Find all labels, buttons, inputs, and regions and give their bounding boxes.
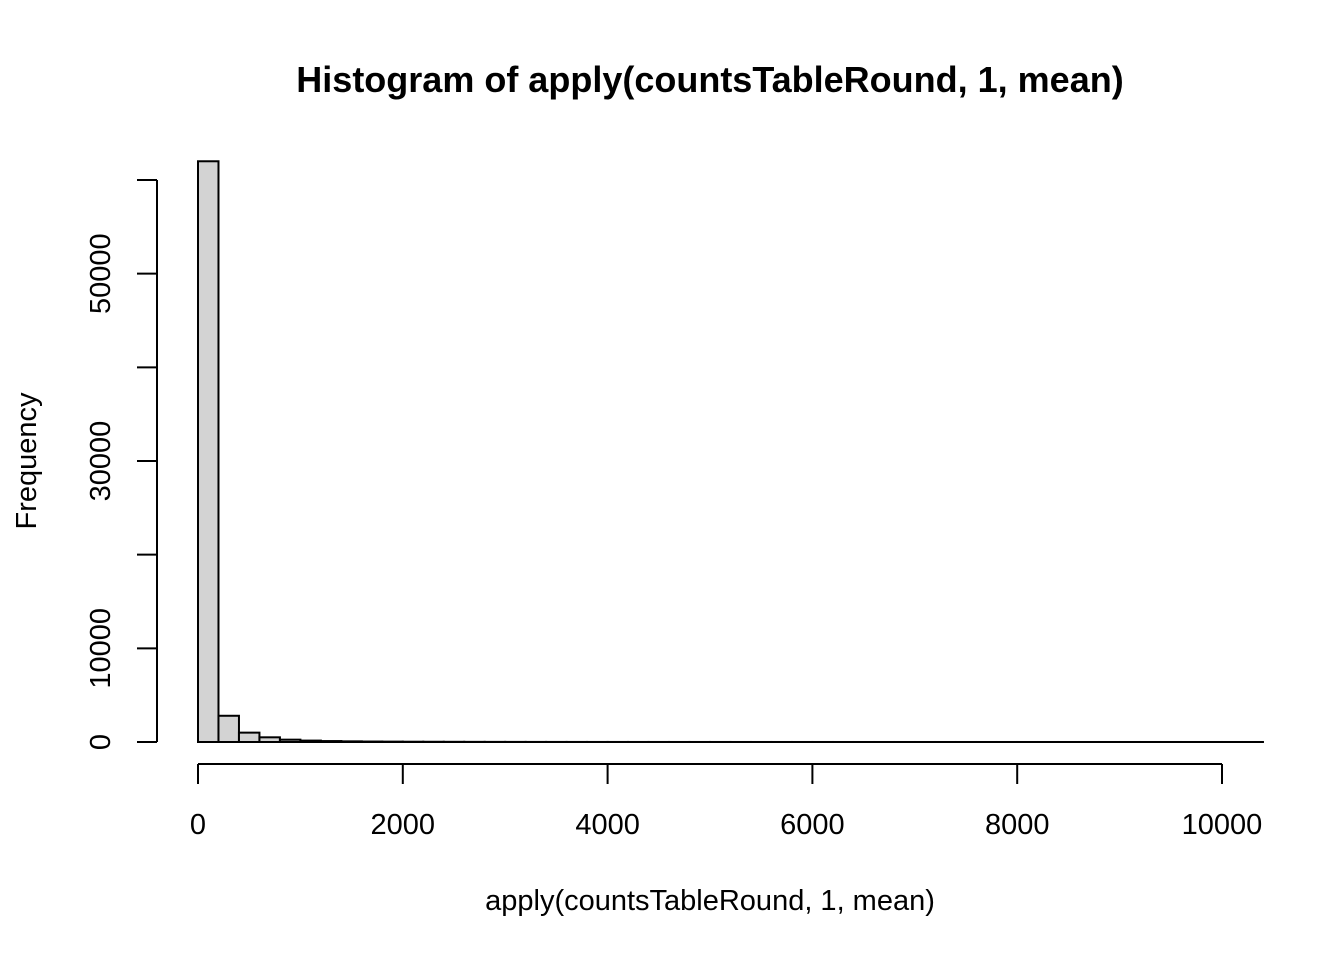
y-tick-label: 10000 <box>85 608 117 689</box>
histogram-bar <box>299 739 322 743</box>
histogram-bars <box>197 160 1264 744</box>
histogram-bar <box>340 740 363 744</box>
x-tick-label: 0 <box>190 809 206 841</box>
y-tick-label: 50000 <box>85 233 117 314</box>
x-tick-label: 8000 <box>985 809 1050 841</box>
histogram-bar <box>278 738 302 743</box>
x-tick-label: 2000 <box>371 809 436 841</box>
x-axis-label: apply(countsTableRound, 1, mean) <box>485 885 935 917</box>
histogram-bar <box>319 740 343 744</box>
y-axis-label: Frequency <box>11 392 43 530</box>
histogram-bar <box>217 714 240 743</box>
histogram-bar <box>237 731 261 744</box>
y-tick-label: 30000 <box>85 421 117 502</box>
chart-title: Histogram of apply(countsTableRound, 1, … <box>296 59 1123 100</box>
x-tick-label: 6000 <box>780 809 845 841</box>
x-tick-label: 10000 <box>1182 809 1263 841</box>
histogram-bar <box>258 736 281 743</box>
y-tick-label: 0 <box>85 734 117 750</box>
x-axis: 0 2000 4000 6000 8000 10000 <box>190 763 1263 841</box>
y-axis: 0 10000 30000 50000 <box>85 179 158 750</box>
x-tick-label: 4000 <box>575 809 640 841</box>
histogram-bar <box>197 160 220 743</box>
